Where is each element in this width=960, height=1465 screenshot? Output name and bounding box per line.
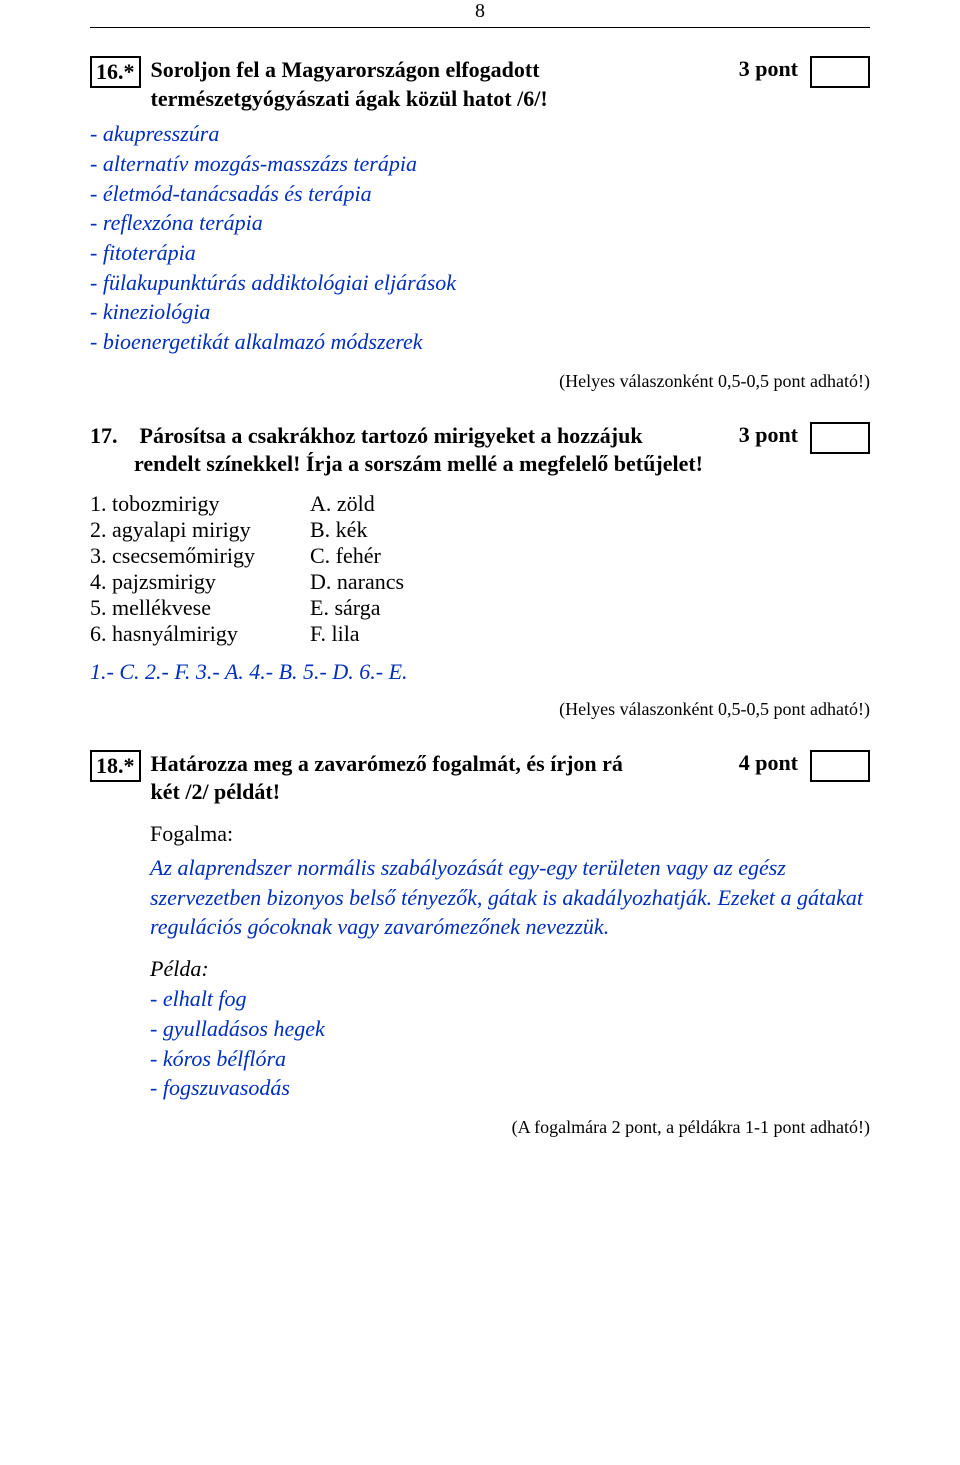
q16-answer-item: - életmód-tanácsadás és terápia [90,179,870,209]
q18-line2: két /2/ példát! [151,779,281,804]
pair-right: A. zöld [310,491,450,517]
q18-pelda-item: - kóros bélflóra [150,1044,870,1074]
q17-line1: Párosítsa a csakrákhoz tartozó mirigyeke… [140,423,643,448]
q16-score-box [810,56,870,88]
question-18: 18.* Határozza meg a zavarómező fogalmát… [90,750,870,1138]
exam-page: 8 16.* Soroljon fel a Magyarországon elf… [0,0,960,1465]
pair-left: 2. agyalapi mirigy [90,517,310,543]
page-number: 8 [90,0,870,23]
q16-answer-item: - fitoterápia [90,238,870,268]
question-16: 16.* Soroljon fel a Magyarországon elfog… [90,56,870,392]
pair-right: F. lila [310,621,450,647]
q16-points: 3 pont [739,56,798,82]
q16-line1: Soroljon fel a Magyarországon elfogadott [151,57,540,82]
pair-left: 6. hasnyálmirigy [90,621,310,647]
pair-right: E. sárga [310,595,450,621]
pair-right: B. kék [310,517,450,543]
q18-number-box: 18.* [90,750,141,782]
question-17: 17. Párosítsa a csakrákhoz tartozó mirig… [90,422,870,720]
pair-right: D. narancs [310,569,450,595]
q16-title: Soroljon fel a Magyarországon elfogadott… [151,56,727,113]
q16-scoring-note: (Helyes válaszonként 0,5-0,5 pont adható… [90,371,870,392]
q17-num-text: 17. [90,423,118,448]
q18-scoring-note: (A fogalmára 2 pont, a példákra 1-1 pont… [90,1117,870,1138]
pair-row: 6. hasnyálmirigyF. lila [90,621,870,647]
q18-fogalma-text: Az alaprendszer normális szabályozását e… [150,853,870,942]
q18-points: 4 pont [739,750,798,776]
q17-number: 17. Párosítsa a csakrákhoz tartozó mirig… [90,422,727,479]
q18-line1: Határozza meg a zavarómező fogalmát, és … [151,751,623,776]
pair-row: 3. csecsemőmirigyC. fehér [90,543,870,569]
q16-answer-item: - fülakupunktúrás addiktológiai eljáráso… [90,268,870,298]
q17-answer-key: 1.- C. 2.- F. 3.- A. 4.- B. 5.- D. 6.- E… [90,659,870,685]
q16-answer-item: - akupresszúra [90,119,870,149]
pair-left: 3. csecsemőmirigy [90,543,310,569]
q18-pelda-item: - elhalt fog [150,984,870,1014]
pair-right: C. fehér [310,543,450,569]
q16-line2: természetgyógyászati ágak közül hatot /6… [151,86,548,111]
q17-score-box [810,422,870,454]
q18-pelda-label: Példa: [150,956,870,982]
pair-row: 4. pajzsmirigyD. narancs [90,569,870,595]
pair-left: 5. mellékvese [90,595,310,621]
q18-pelda-item: - fogszuvasodás [150,1073,870,1103]
q18-fogalma-label: Fogalma: [150,821,870,847]
pair-left: 1. tobozmirigy [90,491,310,517]
q16-answer-item: - bioenergetikát alkalmazó módszerek [90,327,870,357]
q16-answer-item: - reflexzóna terápia [90,208,870,238]
q18-pelda-item: - gyulladásos hegek [150,1014,870,1044]
q18-title: Határozza meg a zavarómező fogalmát, és … [151,750,727,807]
q16-number-box: 16.* [90,56,141,88]
q17-scoring-note: (Helyes válaszonként 0,5-0,5 pont adható… [90,699,870,720]
pair-row: 5. mellékveseE. sárga [90,595,870,621]
pair-row: 1. tobozmirigyA. zöld [90,491,870,517]
q17-points: 3 pont [739,422,798,448]
top-rule [90,27,870,28]
pair-row: 2. agyalapi mirigyB. kék [90,517,870,543]
q18-pelda-list: - elhalt fog - gyulladásos hegek - kóros… [150,984,870,1103]
q16-answer-item: - alternatív mozgás-masszázs terápia [90,149,870,179]
q16-answers: - akupresszúra - alternatív mozgás-massz… [90,119,870,357]
q18-score-box [810,750,870,782]
q16-answer-item: - kineziológia [90,297,870,327]
q17-line2: rendelt színekkel! Írja a sorszám mellé … [134,451,703,476]
pair-left: 4. pajzsmirigy [90,569,310,595]
q17-pair-table: 1. tobozmirigyA. zöld 2. agyalapi mirigy… [90,491,870,647]
